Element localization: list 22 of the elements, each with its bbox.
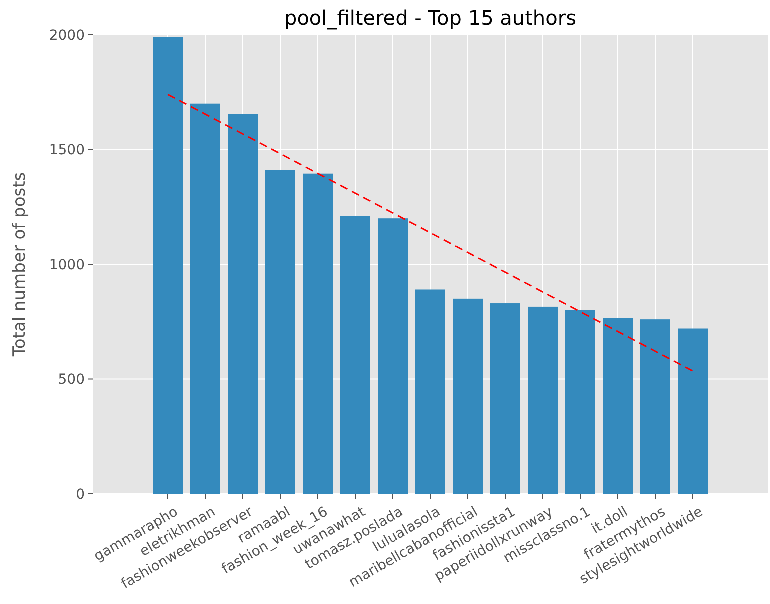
bar [678, 328, 708, 494]
y-tick-label: 0 [76, 486, 85, 503]
chart-title: pool_filtered - Top 15 authors [284, 6, 576, 30]
bar [303, 174, 333, 494]
bar [566, 310, 596, 494]
bar [378, 218, 408, 494]
y-tick-label: 500 [58, 372, 85, 388]
bar [640, 320, 670, 494]
bar [416, 290, 446, 494]
bar [528, 306, 558, 494]
bar [190, 104, 220, 494]
y-tick-label: 2000 [49, 28, 85, 44]
y-tick-label: 1000 [49, 257, 85, 274]
bar [153, 37, 183, 494]
bar [228, 114, 258, 494]
bar [340, 216, 370, 494]
y-axis-title: Total number of posts [10, 172, 30, 358]
bar [453, 298, 483, 494]
bar [266, 170, 296, 494]
bar [490, 304, 520, 494]
y-tick-label: 1500 [49, 142, 85, 159]
bar [603, 318, 633, 494]
